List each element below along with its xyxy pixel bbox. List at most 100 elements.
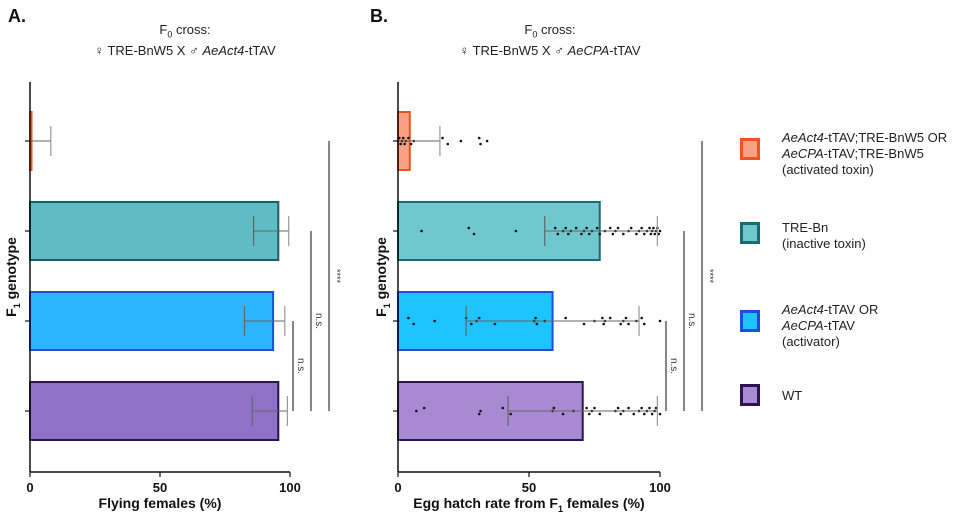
legend-label: AeAct4-tTAV OR AeCPA-tTAV (activator) <box>782 302 878 350</box>
data-point <box>479 409 482 413</box>
legend-text: -tTAV <box>823 318 855 333</box>
data-point <box>514 229 518 233</box>
significance-label: n.s. <box>686 313 697 329</box>
title-text: cross: <box>537 22 576 37</box>
legend-item: WT <box>740 384 803 406</box>
data-point <box>561 412 565 416</box>
title-text: F <box>159 22 168 37</box>
data-point <box>403 142 406 146</box>
data-point <box>574 226 578 230</box>
data-point <box>412 322 416 326</box>
data-point <box>420 229 423 233</box>
legend-gene-name: AeAct4 <box>782 130 824 145</box>
legend-label-line: TRE-Bn <box>782 220 866 236</box>
data-point <box>611 232 615 236</box>
data-point <box>467 226 471 230</box>
data-point <box>477 136 481 140</box>
title-text: ♀ TRE-BnW5 X ♂ <box>94 42 203 58</box>
y-axis-label-part: F <box>373 308 389 317</box>
bar-1 <box>29 201 280 261</box>
legend-text: WT <box>782 388 803 403</box>
data-point <box>642 322 646 326</box>
y-axis-label-part: genotype <box>3 237 19 303</box>
chart-panel-b: 0 50 100 Egg hatch rate from F1 females (%)… <box>373 82 715 514</box>
x-tick-label: 0 <box>394 480 401 495</box>
legend-swatch <box>740 384 760 406</box>
y-axis-label-part: F <box>3 308 19 317</box>
legend-label-line: AeAct4-tTAV;TRE-BnW5 OR <box>782 130 947 146</box>
data-point <box>553 226 557 230</box>
legend-text: (activated toxin) <box>782 162 874 177</box>
chart-panel-a: 0 50 100 Flying females (%) F1 genotype n.s. n… <box>3 82 342 511</box>
data-point <box>598 232 602 236</box>
data-point <box>587 412 591 416</box>
significance-label: n.s. <box>295 358 306 374</box>
data-point <box>535 322 539 326</box>
panel-b-title: F0 cross: ♀ TRE-BnW5 X ♂ AeCPA-tTAV <box>420 22 680 59</box>
title-text: ♀ TRE-BnW5 X ♂ <box>459 42 568 58</box>
data-point <box>619 322 622 326</box>
legend-text: -tTAV OR <box>823 302 879 317</box>
legend-label: AeAct4-tTAV;TRE-BnW5 OR AeCPA-tTAV;TRE-Bn… <box>782 130 947 178</box>
data-point <box>640 226 643 230</box>
x-tick-label: 50 <box>522 480 536 495</box>
panel-a-title-line2: ♀ TRE-BnW5 X ♂ AeAct4-tTAV <box>60 43 310 59</box>
title-text: F <box>524 22 533 37</box>
panel-b-title-line1: F0 cross: <box>420 22 680 43</box>
panel-a-title: F0 cross: ♀ TRE-BnW5 X ♂ AeAct4-tTAV <box>60 22 310 59</box>
data-point <box>649 232 653 236</box>
legend-swatch <box>740 138 760 160</box>
data-point <box>509 412 512 416</box>
data-point <box>622 232 625 236</box>
data-point <box>627 322 630 326</box>
data-point <box>433 319 436 323</box>
data-point <box>648 406 651 410</box>
data-point <box>652 226 655 230</box>
x-tick-label: 0 <box>26 480 33 495</box>
data-point <box>658 412 662 416</box>
data-point <box>640 406 643 410</box>
y-axis-label: F1 genotype <box>373 237 392 317</box>
legend-label-line: (activator) <box>782 334 878 350</box>
data-point <box>567 232 570 236</box>
legend-item: TRE-Bn (inactive toxin) <box>740 220 866 252</box>
data-point <box>642 232 646 236</box>
data-point <box>459 139 463 143</box>
x-axis-label: Egg hatch rate from F1 females (%) <box>413 495 644 514</box>
data-point <box>650 412 654 416</box>
data-point <box>493 322 497 326</box>
x-tick-label: 100 <box>649 480 671 495</box>
legend-item: AeAct4-tTAV OR AeCPA-tTAV (activator) <box>740 302 878 350</box>
data-point <box>585 226 588 230</box>
legend-gene-name: AeCPA <box>782 318 824 333</box>
y-axis-label-subscript: 1 <box>12 303 22 308</box>
data-point <box>608 316 612 320</box>
legend-label: TRE-Bn (inactive toxin) <box>782 220 866 252</box>
legend-item: AeAct4-tTAV;TRE-BnW5 OR AeCPA-tTAV;TRE-Bn… <box>740 130 947 178</box>
data-point <box>632 412 636 416</box>
data-point <box>470 322 473 326</box>
data-point <box>564 226 567 230</box>
legend-swatch <box>740 222 760 244</box>
legend-text: -tTAV;TRE-BnW5 <box>823 146 924 161</box>
data-point <box>534 316 537 320</box>
significance-label: n.s. <box>313 313 324 329</box>
data-point <box>441 136 444 140</box>
data-point <box>485 139 489 143</box>
legend-swatch <box>740 310 760 332</box>
legend-label-line: AeCPA-tTAV <box>782 318 878 334</box>
data-point <box>657 232 660 236</box>
data-point <box>648 226 651 230</box>
legend-text: -tTAV;TRE-BnW5 OR <box>823 130 948 145</box>
data-point <box>479 142 482 146</box>
data-point <box>654 406 658 410</box>
data-point <box>407 136 410 140</box>
data-point <box>552 406 556 410</box>
significance-label: **** <box>332 269 342 284</box>
title-gene: AeCPA <box>567 42 610 58</box>
data-point <box>629 226 633 230</box>
y-axis-label-part: genotype <box>373 237 389 303</box>
data-point <box>593 406 596 410</box>
title-subscript: 0 <box>532 29 538 40</box>
x-tick-label: 50 <box>153 480 167 495</box>
